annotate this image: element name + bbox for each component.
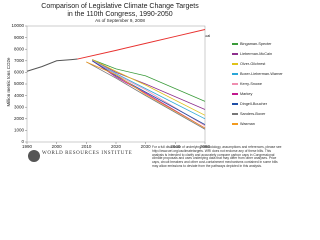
subtitle: As of September 9, 2008 (95, 18, 145, 23)
x-tick-label: 2000 (52, 144, 63, 149)
chart-title: in the 110th Congress, 1990-2050 (67, 11, 172, 18)
series-line (92, 60, 206, 125)
organization: WORLD RESOURCES INSTITUTE (42, 151, 133, 156)
legend-swatch (232, 53, 238, 55)
page: Comparison of Legislative Climate Change… (6, 3, 283, 168)
y-tick-label: 6000 (14, 70, 25, 75)
legend-label: Markey (240, 92, 253, 96)
legend-label: Olver-Gilchrest (240, 62, 266, 66)
y-tick-label: 2000 (14, 116, 25, 121)
legend-swatch (232, 63, 238, 65)
y-axis-label: Million metric tons CO2e (6, 57, 11, 107)
legend-label: Dingell-Boucher (240, 102, 268, 106)
legend-swatch (232, 83, 238, 85)
legend-swatch (232, 93, 238, 95)
chart: Comparison of Legislative Climate Change… (6, 3, 283, 162)
legend-label: Bingaman-Specter (240, 42, 272, 46)
y-tick-label: 9000 (14, 35, 25, 40)
series-line (86, 61, 206, 130)
legend-label: Sanders-Boxer (240, 112, 266, 116)
x-tick-label: 2040 (170, 144, 181, 149)
series-line (26, 58, 78, 72)
y-tick-label: 1000 (14, 128, 25, 133)
series-line (92, 59, 206, 102)
legend-swatch (232, 103, 238, 105)
y-tick-label: 7000 (14, 58, 25, 63)
series-line (92, 60, 206, 120)
x-tick-label: 2020 (111, 144, 122, 149)
series-line (92, 59, 206, 116)
y-tick-label: 10000 (11, 23, 24, 28)
series-line (86, 61, 206, 129)
y-tick-label: 5000 (14, 81, 25, 86)
note: For a full discussion of underlying meth… (152, 145, 282, 168)
y-tick-label: 3000 (14, 104, 25, 109)
plot-area (26, 25, 206, 143)
x-tick-label: 2010 (81, 144, 92, 149)
legend-swatch (232, 113, 238, 115)
legend-swatch (232, 123, 238, 125)
legend-label: Waxman (240, 122, 255, 126)
series-line (92, 60, 206, 129)
legend-label: Lieberman-McCain (240, 52, 272, 56)
series-line (92, 60, 206, 127)
legend-swatch (232, 43, 238, 45)
y-tick-label: 4000 (14, 93, 25, 98)
legend-label: Boxer-Lieberman-Warner (240, 72, 283, 76)
y-tick-label: 0 (21, 139, 24, 144)
x-tick-label: 2030 (141, 144, 152, 149)
x-tick-label: 1990 (22, 144, 33, 149)
legend-label: Kerry-Snowe (240, 82, 262, 86)
series-line (77, 28, 206, 60)
legend-swatch (232, 73, 238, 75)
x-tick-label: 2050 (200, 144, 211, 149)
y-tick-label: 8000 (14, 46, 25, 51)
logo (28, 150, 40, 162)
chart-title: Comparison of Legislative Climate Change… (41, 3, 199, 10)
